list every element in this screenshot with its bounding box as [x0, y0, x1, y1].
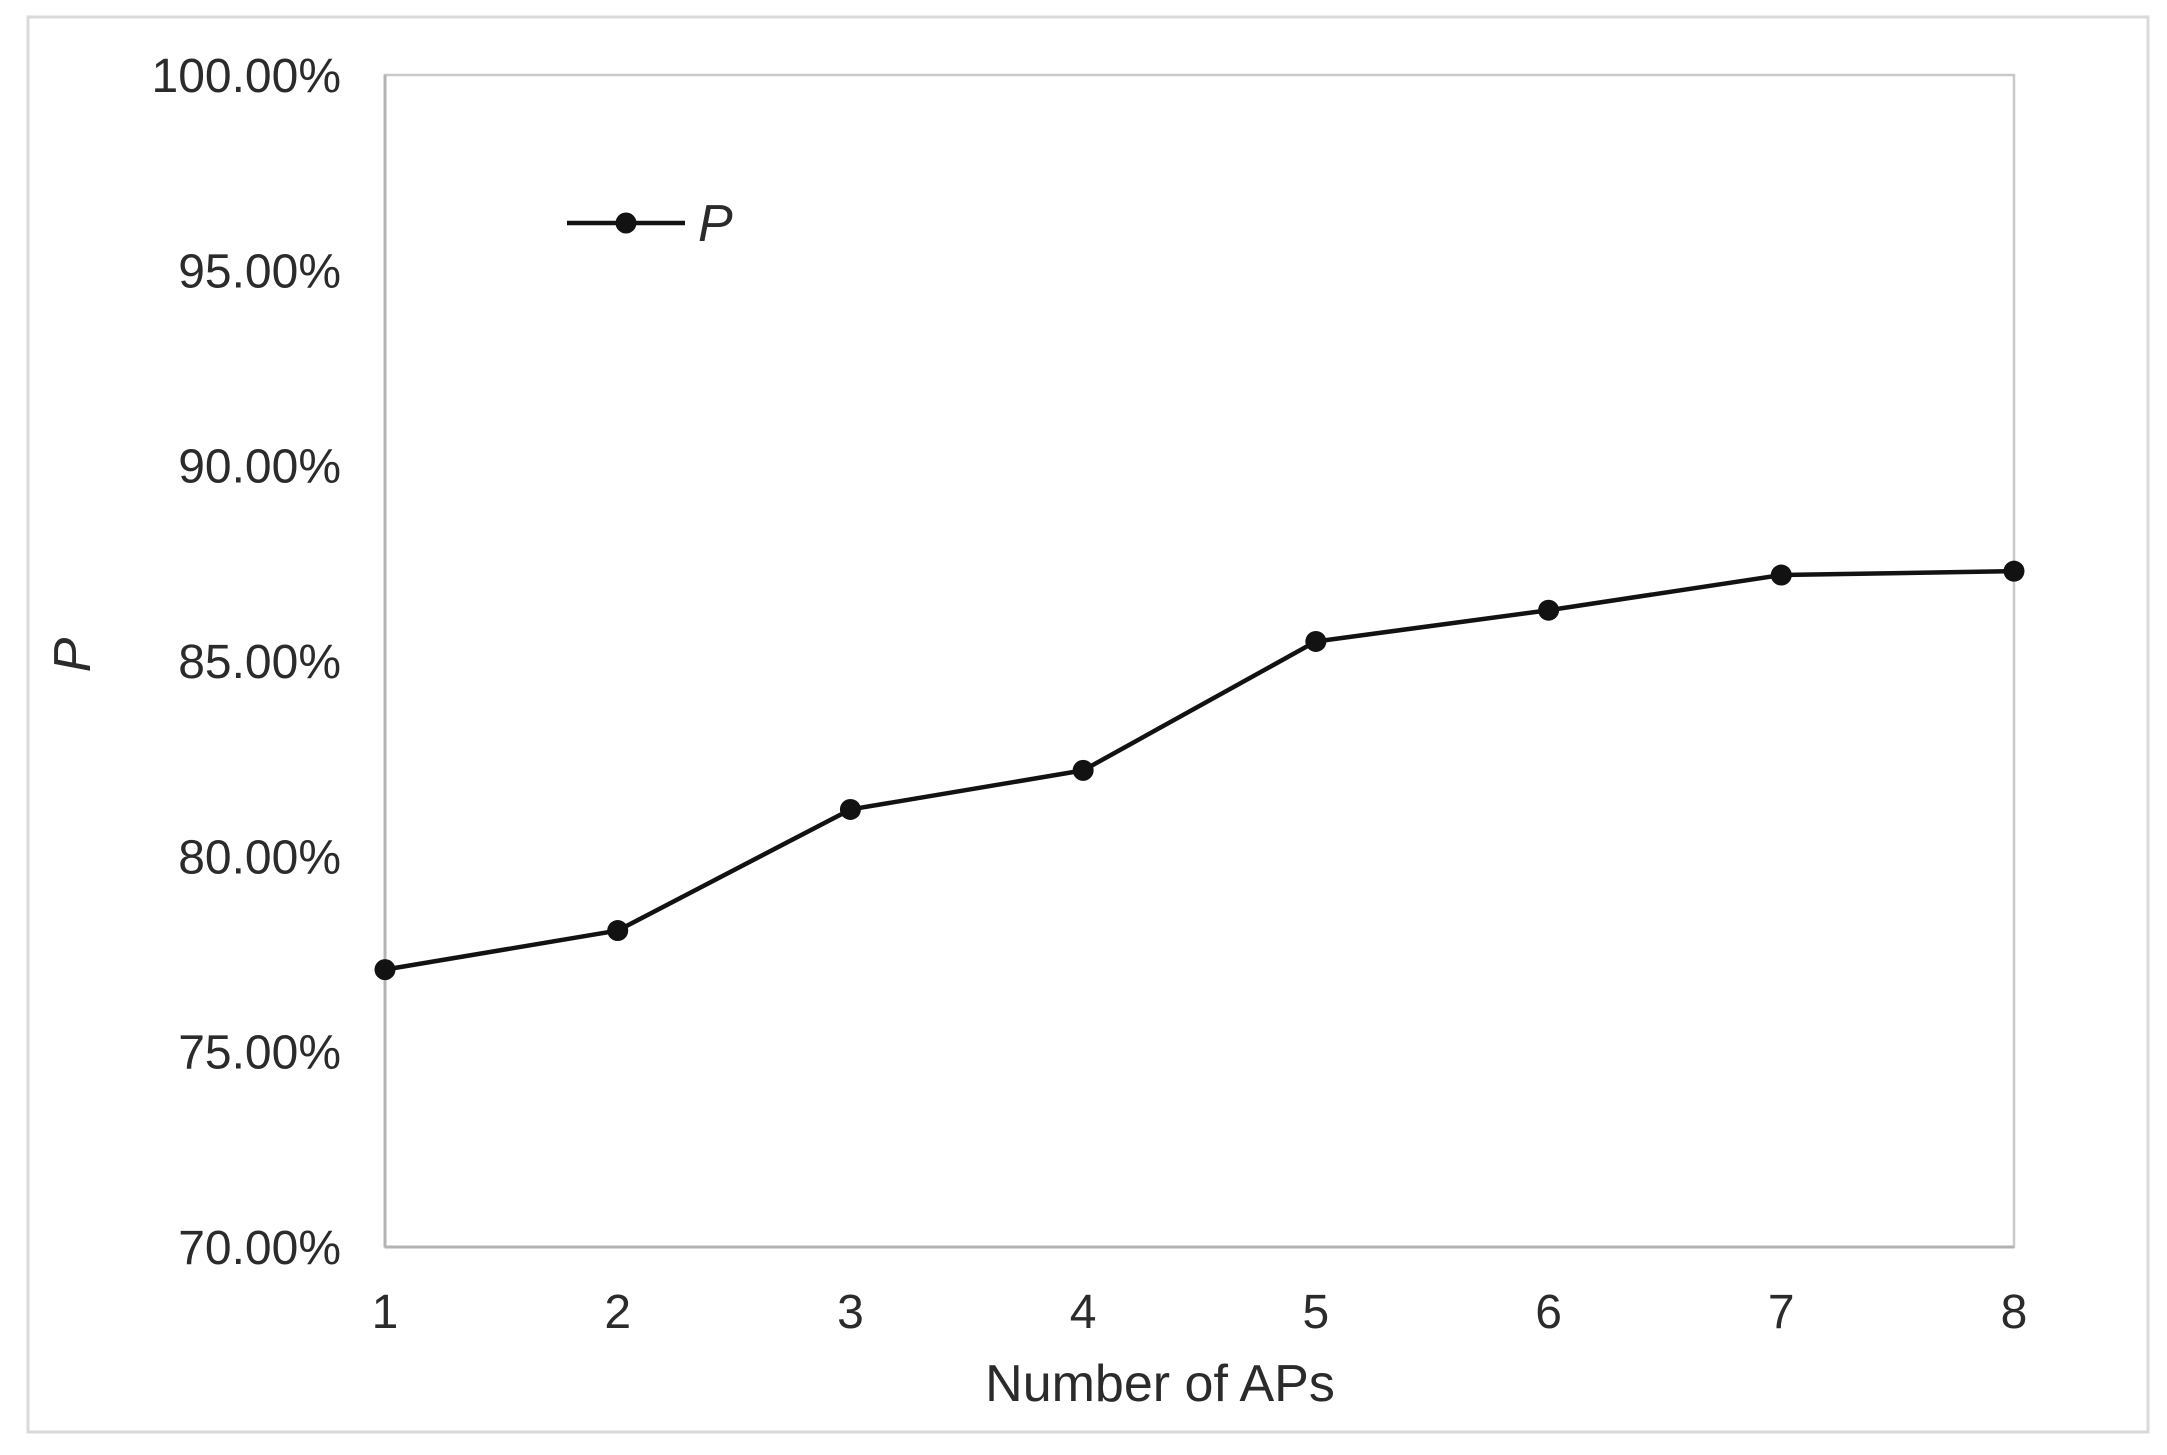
y-axis-title: P [44, 637, 102, 672]
data-point [1538, 599, 1560, 621]
y-tick-label: 70.00% [178, 1222, 341, 1275]
figure-border [26, 15, 2150, 1434]
data-point [1770, 564, 1792, 586]
data-point [374, 959, 396, 981]
y-tick-label: 75.00% [178, 1027, 341, 1080]
legend-label: P [698, 195, 733, 253]
legend-marker-dot [615, 212, 637, 234]
x-axis-title: Number of APs [985, 1355, 1335, 1413]
y-tick-label: 80.00% [178, 831, 341, 884]
x-tick-label: 6 [1535, 1286, 1562, 1339]
plot-area [383, 73, 2016, 1249]
x-tick-label: 5 [1303, 1286, 1330, 1339]
data-point [2003, 560, 2025, 582]
legend: P [567, 195, 733, 253]
y-tick-label: 90.00% [178, 441, 341, 494]
x-tick-label: 7 [1768, 1286, 1795, 1339]
data-point [1305, 630, 1327, 652]
series-line-P [384, 568, 2015, 972]
x-tick-label: 8 [2001, 1286, 2028, 1339]
data-point [607, 920, 629, 942]
x-tick-label: 1 [372, 1286, 399, 1339]
x-tick-label: 2 [604, 1286, 631, 1339]
x-tick-label: 4 [1070, 1286, 1097, 1339]
x-tick-label: 3 [837, 1286, 864, 1339]
y-tick-label: 95.00% [178, 245, 341, 298]
data-point [839, 798, 861, 820]
data-point [1072, 759, 1094, 781]
y-tick-label: 100.00% [152, 50, 342, 103]
y-tick-label: 85.00% [178, 636, 341, 689]
